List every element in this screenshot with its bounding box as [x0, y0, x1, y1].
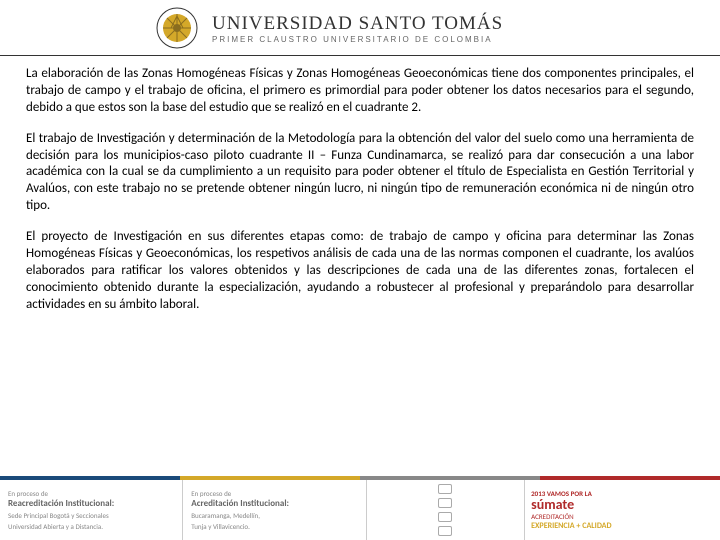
- university-title-block: UNIVERSIDAD SANTO TOMÁS PRIMER CLAUSTRO …: [212, 13, 503, 44]
- footer-text: En proceso de: [191, 489, 357, 498]
- footer: En proceso de Reacreditación Institucion…: [0, 476, 720, 540]
- content-area: La elaboración de las Zonas Homogéneas F…: [0, 56, 720, 314]
- footer-box-reaccreditation: En proceso de Reacreditación Institucion…: [0, 480, 183, 540]
- paragraph-2: El trabajo de Investigación y determinac…: [26, 131, 694, 215]
- footer-box-accreditation: En proceso de Acreditación Institucional…: [183, 480, 366, 540]
- cert-badge-icon: [438, 498, 452, 508]
- sumate-exp: EXPERIENCIA + CALIDAD: [531, 521, 714, 531]
- footer-sumate: 2013 VAMOS POR LA súmate ACREDITACIÓN EX…: [525, 480, 720, 540]
- university-seal-icon: [155, 6, 199, 50]
- footer-text: En proceso de: [8, 489, 174, 498]
- university-name: UNIVERSIDAD SANTO TOMÁS: [212, 13, 503, 35]
- paragraph-3: El proyecto de Investigación en sus dife…: [26, 229, 694, 313]
- cert-badge-icon: [438, 512, 452, 522]
- university-subtitle: PRIMER CLAUSTRO UNIVERSITARIO DE COLOMBI…: [212, 35, 503, 44]
- cert-badge-icon: [438, 484, 452, 494]
- footer-text: Acreditación Institucional:: [191, 498, 357, 509]
- sumate-sub: ACREDITACIÓN: [531, 512, 714, 521]
- footer-row: En proceso de Reacreditación Institucion…: [0, 480, 720, 540]
- cert-badge-icon: [438, 526, 452, 536]
- footer-logos: [367, 480, 526, 540]
- header: UNIVERSIDAD SANTO TOMÁS PRIMER CLAUSTRO …: [0, 0, 720, 56]
- footer-text: Bucaramanga, Medellín,: [191, 511, 357, 520]
- footer-text: Universidad Abierta y a Distancia.: [8, 522, 174, 531]
- paragraph-1: La elaboración de las Zonas Homogéneas F…: [26, 66, 694, 117]
- footer-text: Tunja y Villavicencio.: [191, 522, 357, 531]
- footer-text: Sede Principal Bogotá y Seccionales: [8, 511, 174, 520]
- footer-text: Reacreditación Institucional:: [8, 498, 174, 509]
- sumate-big: súmate: [531, 498, 714, 512]
